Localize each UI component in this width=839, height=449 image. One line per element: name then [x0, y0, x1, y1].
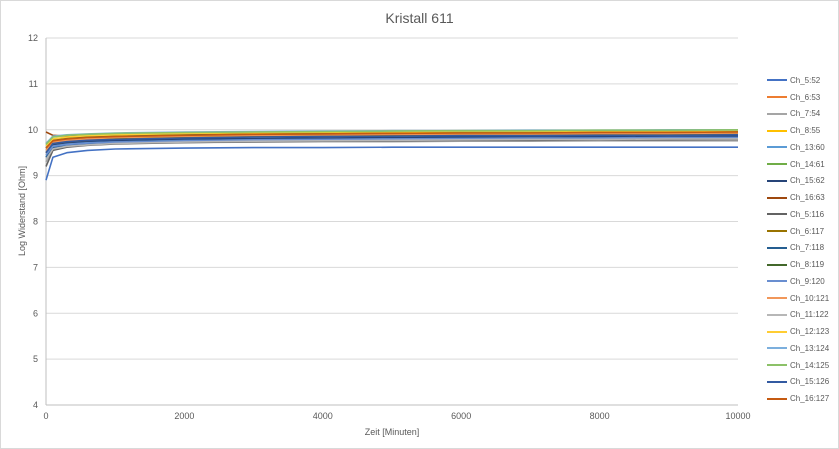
- legend-swatch: [767, 364, 787, 367]
- y-axis-title: Log Widerstand [Ohm]: [17, 165, 27, 257]
- legend-item: Ch_7:118: [767, 240, 829, 257]
- chart-title: Kristall 611: [385, 10, 454, 26]
- y-tick-label: 5: [33, 354, 38, 364]
- legend-swatch: [767, 263, 787, 266]
- y-tick-label: 9: [33, 171, 38, 181]
- x-tick-label: 2000: [174, 411, 194, 421]
- series-line: [45, 132, 739, 151]
- y-tick-label: 10: [28, 125, 38, 135]
- series-line: [45, 129, 739, 145]
- x-tick-label: 0: [43, 411, 48, 421]
- legend-item: Ch_9:120: [767, 273, 829, 290]
- legend-label: Ch_15:62: [790, 176, 825, 186]
- legend-label: Ch_9:120: [790, 276, 825, 286]
- legend-swatch: [767, 179, 787, 182]
- series-line: [45, 134, 739, 154]
- legend-item: Ch_5:116: [767, 206, 829, 223]
- legend-label: Ch_7:54: [790, 109, 821, 119]
- x-axis-title: Zeit [Minuten]: [364, 427, 420, 437]
- x-tick-label: 8000: [590, 411, 610, 421]
- legend-item: Ch_7:54: [767, 106, 829, 123]
- legend-label: Ch_6:117: [790, 226, 825, 236]
- legend-item: Ch_6:117: [767, 223, 829, 240]
- legend-item: Ch_14:61: [767, 156, 829, 173]
- legend-label: Ch_13:124: [790, 343, 830, 353]
- legend-swatch: [767, 213, 787, 216]
- legend-item: Ch_15:62: [767, 173, 829, 190]
- legend-label: Ch_12:123: [790, 327, 830, 337]
- legend-label: Ch_16:127: [790, 394, 830, 404]
- legend-item: Ch_15:126: [767, 374, 829, 391]
- legend-label: Ch_6:53: [790, 92, 821, 102]
- legend-item: Ch_12:123: [767, 323, 829, 340]
- legend-item: Ch_14:125: [767, 357, 829, 374]
- legend-label: Ch_15:126: [790, 377, 830, 387]
- series-line: [45, 146, 738, 181]
- y-tick-label: 4: [33, 400, 38, 410]
- series-line: [45, 138, 738, 161]
- legend-label: Ch_5:52: [790, 75, 821, 85]
- legend-item: Ch_11:122: [767, 307, 829, 324]
- legend-swatch: [767, 196, 787, 199]
- legend-swatch: [767, 280, 787, 283]
- legend-item: Ch_13:60: [767, 139, 829, 156]
- legend-swatch: [767, 397, 787, 400]
- x-tick-label: 10000: [725, 411, 750, 421]
- legend-label: Ch_11:122: [790, 310, 829, 320]
- legend-swatch: [767, 246, 787, 249]
- y-tick-label: 6: [33, 308, 38, 318]
- legend-item: Ch_8:119: [767, 256, 829, 273]
- legend-swatch: [767, 129, 787, 132]
- y-tick-label: 7: [33, 262, 38, 272]
- y-tick-label: 8: [33, 217, 38, 227]
- legend-item: Ch_16:63: [767, 189, 829, 206]
- legend-swatch: [767, 380, 787, 383]
- legend-swatch: [767, 297, 787, 300]
- legend-item: Ch_16:127: [767, 390, 829, 407]
- y-tick-label: 11: [29, 79, 38, 89]
- legend-swatch: [767, 112, 787, 115]
- legend-swatch: [767, 79, 787, 82]
- x-tick-label: 4000: [313, 411, 333, 421]
- legend-swatch: [767, 313, 787, 316]
- y-tick-label: 12: [28, 33, 38, 43]
- series-line: [45, 131, 739, 149]
- legend-label: Ch_8:55: [790, 126, 821, 136]
- legend-label: Ch_16:63: [790, 193, 825, 203]
- legend-label: Ch_8:119: [790, 260, 825, 270]
- legend-item: Ch_5:52: [767, 72, 829, 89]
- legend-label: Ch_10:121: [790, 293, 830, 303]
- legend-item: Ch_6:53: [767, 89, 829, 106]
- legend-swatch: [767, 347, 787, 350]
- legend-label: Ch_5:116: [790, 209, 825, 219]
- series-line: [45, 135, 739, 154]
- legend-label: Ch_14:125: [790, 360, 830, 370]
- legend-swatch: [767, 230, 787, 233]
- legend-swatch: [767, 163, 787, 166]
- legend-label: Ch_7:118: [790, 243, 825, 253]
- legend-swatch: [767, 96, 787, 99]
- legend-swatch: [767, 330, 787, 333]
- legend-label: Ch_14:61: [790, 159, 825, 169]
- series-line: [45, 136, 738, 156]
- chart-legend: Ch_5:52 Ch_6:53 Ch_7:54 Ch_8:55 Ch_13:60 Ch_1…: [767, 72, 829, 407]
- legend-item: Ch_8:55: [767, 122, 829, 139]
- x-tick-label: 6000: [451, 411, 471, 421]
- legend-label: Ch_13:60: [790, 142, 825, 152]
- legend-item: Ch_13:124: [767, 340, 829, 357]
- legend-item: Ch_10:121: [767, 290, 829, 307]
- legend-swatch: [767, 146, 787, 149]
